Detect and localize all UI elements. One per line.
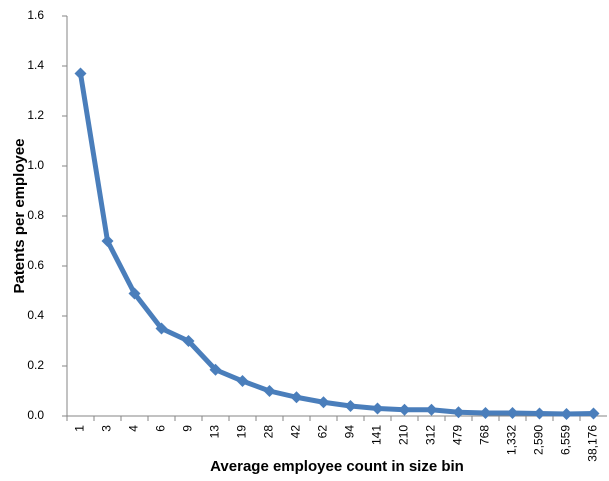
y-tick-label: 0.2 (27, 358, 44, 372)
x-tick-label: 28 (262, 425, 276, 439)
x-tick-label: 6,559 (559, 425, 573, 455)
data-marker (587, 407, 600, 420)
data-marker (182, 335, 195, 347)
data-marker (560, 408, 573, 420)
y-tick-label: 0.0 (27, 408, 44, 422)
x-tick-label: 9 (181, 425, 195, 432)
x-tick-label: 312 (424, 425, 438, 445)
data-marker (290, 391, 303, 404)
y-axis-title: Patents per employee (11, 138, 28, 293)
y-tick-label: 1.6 (27, 8, 44, 22)
data-marker (101, 235, 114, 247)
data-marker (263, 385, 276, 397)
x-tick-label: 2,590 (532, 425, 546, 455)
x-tick-label: 38,176 (586, 425, 600, 462)
y-tick-label: 0.4 (27, 308, 44, 322)
data-marker (74, 67, 87, 80)
x-tick-label: 94 (343, 425, 357, 439)
data-marker (371, 402, 384, 415)
x-tick-label: 141 (370, 425, 384, 445)
x-tick-label: 42 (289, 425, 303, 439)
data-marker (425, 403, 438, 416)
data-marker (506, 407, 519, 419)
y-tick-label: 0.8 (27, 208, 44, 222)
data-marker (155, 322, 168, 335)
x-tick-label: 3 (100, 425, 114, 432)
x-tick-label: 4 (127, 425, 141, 432)
y-tick-label: 1.4 (27, 58, 44, 72)
x-tick-label: 1 (73, 425, 87, 432)
data-marker (452, 406, 465, 419)
x-tick-label: 62 (316, 425, 330, 439)
data-marker (533, 407, 546, 420)
y-tick-label: 1.0 (27, 158, 44, 172)
x-tick-label: 479 (451, 425, 465, 445)
x-tick-label: 13 (208, 425, 222, 439)
data-line (78, 73, 594, 417)
x-tick-label: 210 (397, 425, 411, 445)
x-axis-title: Average employee count in size bin (210, 458, 464, 475)
data-marker (209, 363, 222, 376)
x-tick-label: 768 (478, 425, 492, 445)
x-tick-label: 6 (154, 425, 168, 432)
data-marker (479, 407, 492, 419)
data-marker (344, 400, 357, 412)
data-marker (128, 287, 141, 300)
y-tick-label: 1.2 (27, 108, 44, 122)
x-tick-label: 1,332 (505, 425, 519, 455)
data-marker (317, 396, 330, 409)
data-marker (398, 403, 411, 416)
y-tick-label: 0.6 (27, 258, 44, 272)
data-marker (236, 375, 249, 387)
x-tick-label: 19 (235, 425, 249, 439)
